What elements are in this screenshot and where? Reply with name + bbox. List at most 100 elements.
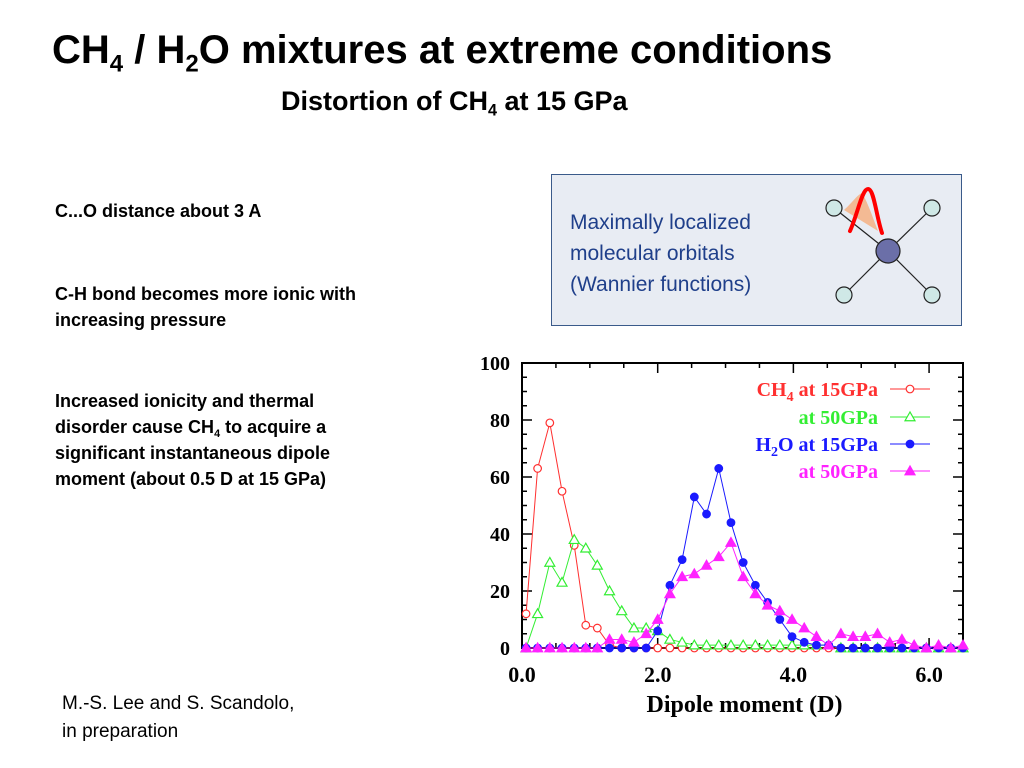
x-tick-label: 2.0 [644,662,672,687]
data-point [944,641,957,653]
wannier-text: Maximally localized molecular orbitals (… [570,207,751,300]
data-point [932,638,945,650]
data-point [712,638,725,650]
data-point [555,576,569,587]
legend-label: at 50GPa [799,407,878,429]
data-point [834,627,847,639]
data-point [568,533,581,545]
dipole-distribution-chart: 0.0 2.0 4.0 6.0 0 20 40 60 80 100 Dipole moment (D… [480,353,970,718]
point-dipole: Increased ionicity and thermal disorder … [55,391,331,489]
data-point [712,550,725,562]
data-point [521,609,531,619]
data-point [627,636,640,647]
series-line [525,422,963,649]
x-tick-label: 0.0 [508,662,536,687]
data-point [860,643,870,653]
plot-frame [521,362,964,649]
data-point [749,587,762,599]
data-point [883,636,896,647]
data-point [859,630,872,641]
wannier-orbital-icon [848,186,884,235]
hydrogen-atom [835,286,853,304]
series-line [525,538,963,649]
y-tick-label: 80 [490,410,510,432]
hydrogen-atom [923,199,941,217]
data-point [627,621,640,633]
data-point [785,613,799,624]
data-point [956,638,970,650]
data-point [557,486,567,496]
data-point [591,559,604,570]
x-tick-label: 4.0 [780,662,808,687]
data-point [895,633,908,644]
citation-status: in preparation [62,721,179,742]
data-point [533,464,543,473]
y-tick-label: 0 [500,638,510,660]
data-point [871,627,884,639]
data-point [676,636,689,647]
citation: M.-S. Lee and S. Scandolo, in preparatio… [62,690,294,746]
data-point [615,633,628,644]
data-point [847,630,860,641]
data-point [605,643,614,653]
data-point [543,556,556,567]
data-point [677,555,687,565]
data-point [787,632,797,642]
wannier-line: Maximally localized [570,211,751,234]
data-point [520,641,533,653]
y-tick-label: 60 [490,467,510,489]
data-point [749,638,762,650]
x-tick-label: 6.0 [915,662,943,687]
wannier-line: (Wannier functions) [570,273,752,296]
data-point [543,641,556,653]
data-point [653,643,663,653]
data-point [785,638,799,650]
y-tick-label: 100 [480,353,510,375]
carbon-atom [875,238,901,264]
y-tick-label: 20 [490,581,510,603]
data-point [908,638,921,650]
data-point [822,638,835,650]
slide-title: CH4 / H2O mixtures at extreme conditions [52,28,833,78]
hydrogen-atom [825,199,843,217]
data-point [810,630,823,641]
data-point [873,643,882,653]
data-point [688,638,701,650]
data-point [641,643,651,653]
data-point [640,627,653,639]
data-point [653,626,663,636]
slide-subtitle: Distortion of CH4 at 15 GPa [281,86,628,120]
legend-label: H2O at 15GPa [755,434,878,460]
data-point [761,599,774,610]
data-point [663,633,676,644]
data-point [737,570,750,582]
legend-label: at 50GPa [799,461,878,483]
legend-label: CH4 at 15GPa [757,379,878,405]
methane-molecule-diagram [825,186,941,304]
data-point [651,613,664,624]
data-point [798,621,811,633]
data-point [592,623,602,633]
point-co-distance: C...O distance about 3 A [55,201,262,221]
data-point [773,638,786,650]
data-point [836,643,846,653]
point-ch-ionic: C-H bond becomes more ionic with increas… [55,284,357,330]
data-point [579,542,592,553]
data-point [726,518,736,528]
legend-marker [903,410,917,422]
data-point [812,640,821,650]
data-point [615,604,628,616]
data-point [545,418,555,428]
data-point [555,641,569,653]
data-point [603,584,616,596]
data-point [663,587,676,599]
legend-marker [905,384,915,394]
data-point [581,620,591,630]
legend-marker [905,439,915,449]
y-tick-label: 40 [490,524,510,546]
data-point [775,615,785,624]
data-point [700,638,713,650]
data-point [773,604,786,616]
legend-marker [903,464,917,476]
data-point [617,643,627,653]
